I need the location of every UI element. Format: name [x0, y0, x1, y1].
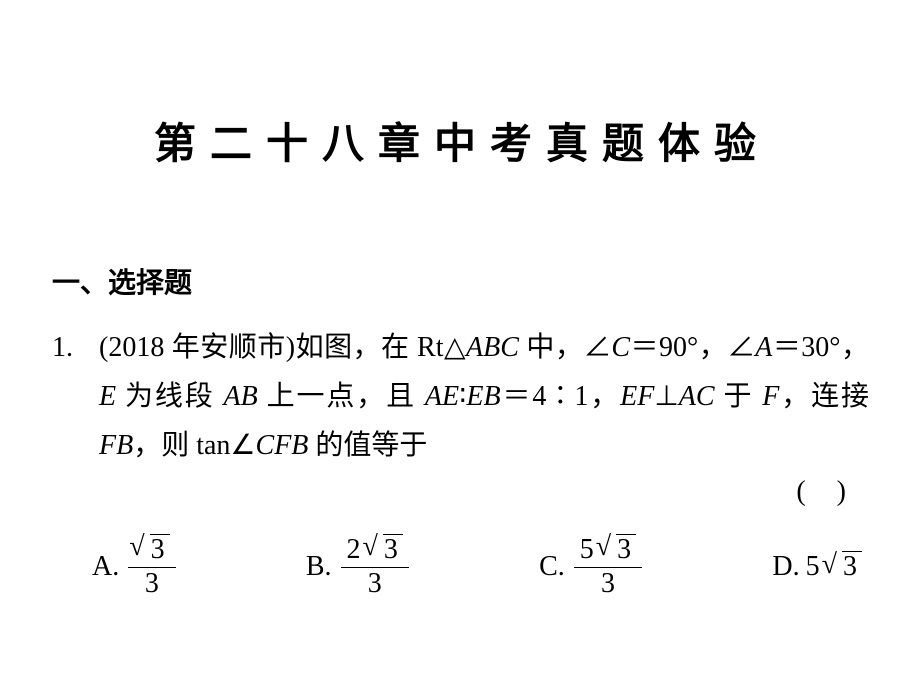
option-c: C. 5 3 3: [539, 534, 645, 600]
option-c-value: 5 3 3: [574, 534, 642, 600]
page: 第二十八章中考真题体验 一、选择题 1. (2018 年安顺市)如图，在 Rt△…: [0, 0, 920, 600]
question-body: (2018 年安顺市)如图，在 Rt△ABC 中，∠C＝90°，∠A＝30°，E…: [99, 323, 869, 470]
option-d-label: D.: [772, 551, 799, 583]
question-source: (2018 年安顺市): [99, 332, 295, 363]
chapter-title: 第二十八章中考真题体验: [52, 110, 872, 171]
question-number: 1.: [52, 323, 92, 372]
options-row: A. 3 3 B. 2 3 3 C. 5 3 3 D. 5 3: [92, 534, 862, 600]
section-heading: 一、选择题: [52, 261, 872, 301]
option-a-label: A.: [92, 551, 119, 583]
option-b-value: 2 3 3: [341, 534, 409, 600]
question-1: 1. (2018 年安顺市)如图，在 Rt△ABC 中，∠C＝90°，∠A＝30…: [52, 323, 872, 470]
option-b: B. 2 3 3: [306, 534, 412, 600]
option-a-value: 3 3: [128, 534, 175, 600]
option-c-label: C.: [539, 551, 565, 583]
option-a: A. 3 3: [92, 534, 179, 600]
option-d: D. 5 3: [772, 551, 862, 583]
option-d-value: 5 3: [806, 551, 862, 583]
answer-blank: ( ): [52, 476, 872, 508]
option-b-label: B.: [306, 551, 332, 583]
